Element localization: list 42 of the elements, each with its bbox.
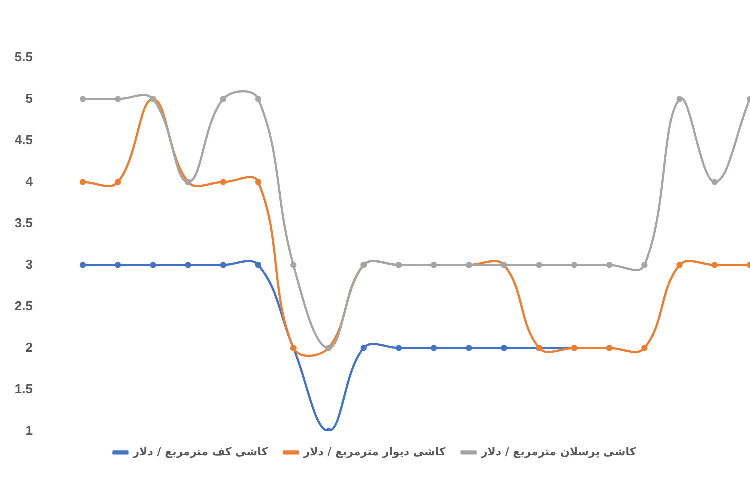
point <box>220 179 227 186</box>
y-tick-label: 1.5 <box>14 381 33 396</box>
point <box>676 96 683 102</box>
y-tick-label: 5 <box>26 90 33 106</box>
point <box>571 262 578 268</box>
y-tick-label: 1 <box>26 422 33 438</box>
point <box>255 262 262 268</box>
point <box>606 262 613 268</box>
legend-label: کاشی پرسلان مترمربع / دلار <box>480 446 637 459</box>
legend-label: کاشی کف مترمربع / دلار <box>132 446 269 459</box>
point <box>220 262 227 268</box>
point <box>255 179 262 186</box>
y-tick-label: 3 <box>26 256 33 272</box>
point <box>115 262 122 268</box>
point <box>712 262 718 268</box>
point <box>501 345 508 352</box>
point <box>255 96 262 102</box>
y-tick-label: 4 <box>26 174 34 189</box>
y-tick-label: 5.5 <box>14 49 33 64</box>
point <box>220 96 227 102</box>
point <box>536 262 542 268</box>
point <box>115 96 122 102</box>
point <box>360 345 367 352</box>
point <box>115 179 122 186</box>
point <box>80 96 86 102</box>
point <box>150 262 156 268</box>
y-tick-label: 2 <box>26 340 33 355</box>
point <box>290 262 297 268</box>
point <box>430 345 438 352</box>
point <box>466 345 472 352</box>
point <box>642 262 648 268</box>
y-tick-label: 3.5 <box>14 215 33 230</box>
point <box>80 179 86 186</box>
point <box>80 262 86 268</box>
point <box>712 179 718 186</box>
legend-label: کاشی دیوار مترمربع / دلار <box>302 446 446 459</box>
y-tick-label: 2.5 <box>14 298 33 314</box>
y-tick-label: 4.5 <box>14 132 33 148</box>
point <box>396 345 402 352</box>
point <box>642 345 648 352</box>
point <box>676 262 683 268</box>
point <box>185 262 192 268</box>
